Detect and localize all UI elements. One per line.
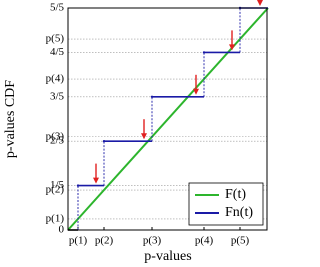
chart: p-values p-values CDF 0p(1)1/5p(2)2/5p(3… — [3, 0, 269, 264]
y-tick-label: 0 — [59, 224, 65, 236]
x-tick-label: p(4) — [195, 235, 214, 247]
legend-box — [188, 182, 264, 226]
x-tick-label: p(2) — [95, 235, 114, 247]
arrow-head — [257, 0, 263, 6]
legend-label: Fn(t) — [225, 205, 253, 220]
y-tick-label: p(2) — [46, 184, 65, 196]
step-point — [76, 184, 80, 187]
x-tick-label: p(1) — [69, 235, 88, 247]
y-tick-label: 4/5 — [50, 46, 65, 58]
step-point — [102, 140, 106, 143]
x-tick-label: p(3) — [143, 235, 162, 247]
legend-label: F(t) — [225, 187, 246, 202]
y-tick-label: p(1) — [46, 212, 65, 224]
y-tick-label: p(5) — [46, 33, 65, 45]
x-axis-label: p-values — [144, 249, 191, 264]
y-tick-label: 2/5 — [50, 135, 65, 147]
x-tick-label: p(5) — [231, 235, 250, 247]
y-tick-label: p(4) — [46, 73, 65, 85]
plot-frame — [67, 7, 268, 231]
y-tick-label: p(3) — [46, 130, 65, 142]
step-point — [202, 51, 206, 54]
step-point — [150, 95, 154, 99]
y-axis-label: p-values CDF — [3, 80, 18, 158]
arrow-head — [229, 44, 235, 51]
y-tick-label: 1/5 — [50, 179, 65, 191]
y-tick-label: 5/5 — [50, 2, 65, 14]
arrow-head — [193, 88, 199, 95]
arrow-head — [93, 177, 99, 184]
arrow-head — [141, 133, 147, 140]
y-tick-label: 3/5 — [50, 90, 65, 102]
